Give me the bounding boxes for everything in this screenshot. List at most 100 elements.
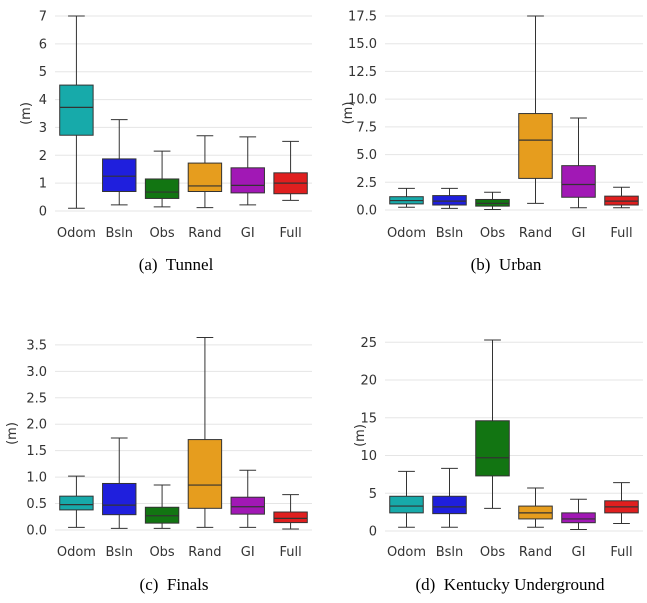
- x-tick-label: Obs: [149, 545, 174, 560]
- panel-caption: (a) Tunnel: [139, 255, 214, 274]
- panel-a: 0 1 2 3 4 5 6 7 (m) Odom Bsln Obs Rand GI Full (a) Tunn…: [19, 10, 312, 274]
- iqr-box: [432, 495, 467, 515]
- box-gi: [230, 136, 265, 206]
- y-tick-label: 15.0: [348, 37, 377, 52]
- y-tick-label: 20: [360, 374, 377, 389]
- iqr-box: [475, 420, 510, 477]
- x-tick-label: Odom: [57, 545, 96, 560]
- y-tick-label: 1: [39, 177, 47, 192]
- y-tick-label: 12.5: [348, 65, 377, 80]
- iqr-box: [273, 511, 308, 524]
- y-tick-label: 6: [39, 37, 47, 52]
- y-tick-label: 3.5: [26, 338, 47, 353]
- box-full: [604, 482, 639, 524]
- y-tick-label: 2.5: [356, 176, 377, 191]
- y-tick-label: 2: [39, 149, 47, 164]
- x-tick-label: Bsln: [105, 226, 133, 241]
- x-tick-label: Bsln: [436, 545, 464, 560]
- x-tick-label: Full: [279, 226, 301, 241]
- iqr-box: [144, 178, 180, 199]
- y-tick-label: 0: [369, 525, 377, 540]
- x-tick-label: Obs: [480, 545, 505, 560]
- iqr-box: [102, 482, 137, 516]
- box-odom: [59, 475, 94, 528]
- x-tick-label: Odom: [57, 226, 96, 241]
- y-tick-label: 0: [39, 205, 47, 220]
- box-full: [604, 186, 639, 209]
- box-odom: [59, 15, 94, 209]
- box-full: [273, 140, 308, 201]
- iqr-box: [187, 162, 223, 192]
- y-tick-label: 7.5: [356, 120, 377, 135]
- y-tick-label: 0.0: [26, 524, 47, 539]
- box-obs: [144, 150, 180, 208]
- y-tick-label: 4: [39, 93, 47, 108]
- x-tick-label: GI: [572, 545, 586, 560]
- panel-d: 0 5 10 15 20 25 (m) Odom Bsln Obs Rand GI Full (d) Ke…: [353, 336, 643, 594]
- y-tick-label: 10: [360, 449, 377, 464]
- y-tick-label: 25: [360, 336, 377, 351]
- box-bsln: [102, 119, 137, 206]
- x-tick-label: GI: [241, 226, 255, 241]
- box-gi: [561, 498, 596, 530]
- iqr-box: [518, 113, 553, 179]
- x-tick-label: Full: [279, 545, 301, 560]
- y-tick-label: 0.0: [356, 204, 377, 219]
- iqr-box: [187, 439, 223, 509]
- y-tick-label: 17.5: [348, 10, 377, 25]
- box-obs: [475, 339, 510, 509]
- box-odom: [389, 187, 424, 208]
- y-tick-label: 2.0: [26, 418, 47, 433]
- x-tick-label: GI: [241, 545, 255, 560]
- x-tick-label: Bsln: [436, 226, 464, 241]
- x-tick-label: GI: [572, 226, 586, 241]
- panel-caption: (d) Kentucky Underground: [415, 575, 605, 594]
- y-axis-label: (m): [341, 102, 356, 125]
- y-tick-label: 5: [369, 487, 377, 502]
- box-rand: [187, 135, 223, 209]
- y-tick-label: 3.0: [26, 365, 47, 380]
- y-tick-label: 7: [39, 10, 47, 25]
- y-tick-label: 10.0: [348, 93, 377, 108]
- iqr-box: [432, 195, 467, 206]
- y-axis-label: (m): [353, 424, 368, 447]
- x-tick-label: Rand: [519, 545, 552, 560]
- iqr-box: [389, 495, 424, 514]
- box-rand: [187, 337, 223, 528]
- box-gi: [561, 117, 596, 209]
- iqr-box: [102, 158, 137, 193]
- box-odom: [389, 470, 424, 528]
- box-bsln: [432, 467, 467, 528]
- iqr-box: [59, 495, 94, 511]
- x-tick-label: Rand: [519, 226, 552, 241]
- y-tick-label: 2.5: [26, 391, 47, 406]
- box-obs: [475, 191, 510, 210]
- y-tick-label: 5.0: [356, 148, 377, 163]
- x-tick-label: Rand: [188, 226, 221, 241]
- box-rand: [518, 15, 553, 204]
- box-full: [273, 494, 308, 530]
- y-tick-label: 5: [39, 65, 47, 80]
- iqr-box: [561, 165, 596, 198]
- x-tick-label: Full: [610, 545, 632, 560]
- box-gi: [230, 469, 265, 528]
- x-tick-label: Odom: [387, 545, 426, 560]
- y-tick-label: 1.0: [26, 471, 47, 486]
- panel-caption: (b) Urban: [471, 255, 542, 274]
- box-obs: [144, 484, 180, 529]
- box-bsln: [432, 187, 467, 209]
- x-tick-label: Rand: [188, 545, 221, 560]
- panel-b: 0.0 2.5 5.0 7.5 10.0 12.5 15.0 17.5 (m) Odom Bsln O…: [341, 10, 643, 274]
- iqr-box: [561, 512, 596, 524]
- panel-c: 0.0 0.5 1.0 1.5 2.0 2.5 3.0 3.5 (m) Odom Bsln Obs Ra…: [5, 337, 312, 594]
- panel-caption: (c) Finals: [140, 575, 209, 594]
- x-tick-label: Full: [610, 226, 632, 241]
- y-axis-label: (m): [19, 102, 34, 125]
- y-tick-label: 15: [360, 411, 377, 426]
- y-axis-label: (m): [5, 422, 20, 445]
- iqr-box: [230, 496, 265, 515]
- x-tick-label: Bsln: [105, 545, 133, 560]
- y-tick-label: 1.5: [26, 444, 47, 459]
- x-tick-label: Odom: [387, 226, 426, 241]
